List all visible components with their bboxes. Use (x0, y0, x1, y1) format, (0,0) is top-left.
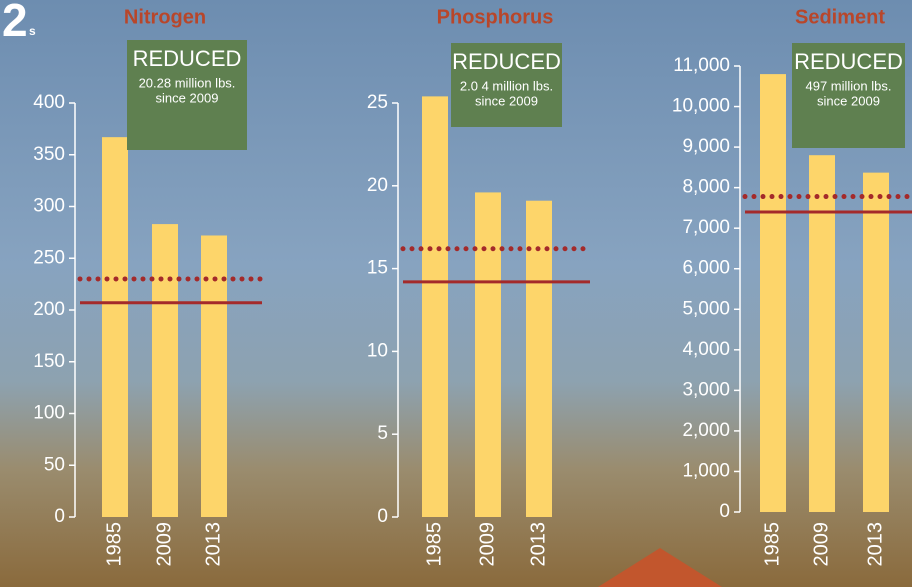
y-tick-label: 20 (367, 175, 388, 196)
y-tick-label: 0 (719, 501, 730, 522)
annotation-box (792, 43, 905, 148)
y-tick-label: 5 (377, 423, 388, 444)
bar (201, 235, 227, 518)
y-tick-label: 11,000 (673, 55, 730, 76)
x-tick-label: 2009 (476, 522, 498, 567)
chart-title: Phosphorus (437, 6, 554, 28)
annotation-box (451, 43, 562, 127)
x-tick-label: 1985 (103, 522, 125, 567)
y-tick-label: 9,000 (682, 136, 730, 157)
chart-title: Sediment (795, 6, 885, 28)
corner-mark: 2 (2, 0, 28, 46)
bar (760, 74, 786, 512)
y-tick-label: 0 (377, 506, 388, 527)
bar (102, 137, 128, 517)
bar (152, 224, 178, 517)
x-tick-label: 1985 (423, 522, 445, 567)
y-tick-label: 3,000 (682, 379, 730, 400)
y-tick-label: 200 (33, 299, 65, 320)
y-tick-label: 5,000 (682, 298, 730, 319)
x-tick-label: 2009 (153, 522, 175, 567)
annotation-line: since 2009 (156, 90, 219, 105)
y-tick-label: 0 (54, 506, 65, 527)
y-tick-label: 4,000 (682, 339, 730, 360)
bar (422, 96, 448, 517)
arrow-tab (598, 548, 722, 587)
y-tick-label: 100 (33, 403, 65, 424)
y-tick-label: 8,000 (682, 177, 730, 198)
y-tick-label: 1,000 (682, 460, 730, 481)
y-tick-label: 2,000 (682, 420, 730, 441)
y-tick-label: 10 (367, 340, 388, 361)
annotation-line: 497 million lbs. (806, 78, 892, 93)
x-tick-label: 2013 (202, 522, 224, 567)
y-tick-label: 50 (44, 454, 65, 475)
annotation-heading: REDUCED (452, 49, 561, 74)
x-tick-label: 2009 (810, 522, 832, 567)
y-tick-label: 10,000 (672, 96, 730, 117)
x-tick-label: 2013 (527, 522, 549, 567)
x-tick-label: 1985 (761, 522, 783, 567)
annotation-heading: REDUCED (133, 46, 242, 71)
bar (809, 155, 835, 512)
corner-mark-small: s (29, 24, 36, 38)
annotation-line: since 2009 (817, 93, 880, 108)
annotation-line: since 2009 (475, 93, 538, 108)
annotation-box (127, 40, 247, 150)
annotation-line: 2.0 4 million lbs. (460, 78, 553, 93)
y-tick-label: 25 (367, 92, 388, 113)
y-tick-label: 300 (33, 196, 65, 217)
y-tick-label: 150 (33, 351, 65, 372)
x-tick-label: 2013 (864, 522, 886, 567)
chart-title: Nitrogen (124, 6, 206, 28)
annotation-heading: REDUCED (794, 49, 903, 74)
bar (863, 172, 889, 512)
bar (526, 200, 552, 518)
y-tick-label: 250 (33, 247, 65, 268)
y-tick-label: 7,000 (682, 217, 730, 238)
y-tick-label: 15 (367, 258, 388, 279)
y-tick-label: 6,000 (682, 258, 730, 279)
annotation-line: 20.28 million lbs. (139, 75, 236, 90)
y-tick-label: 400 (33, 92, 65, 113)
y-tick-label: 350 (33, 144, 65, 165)
bar (475, 192, 501, 517)
